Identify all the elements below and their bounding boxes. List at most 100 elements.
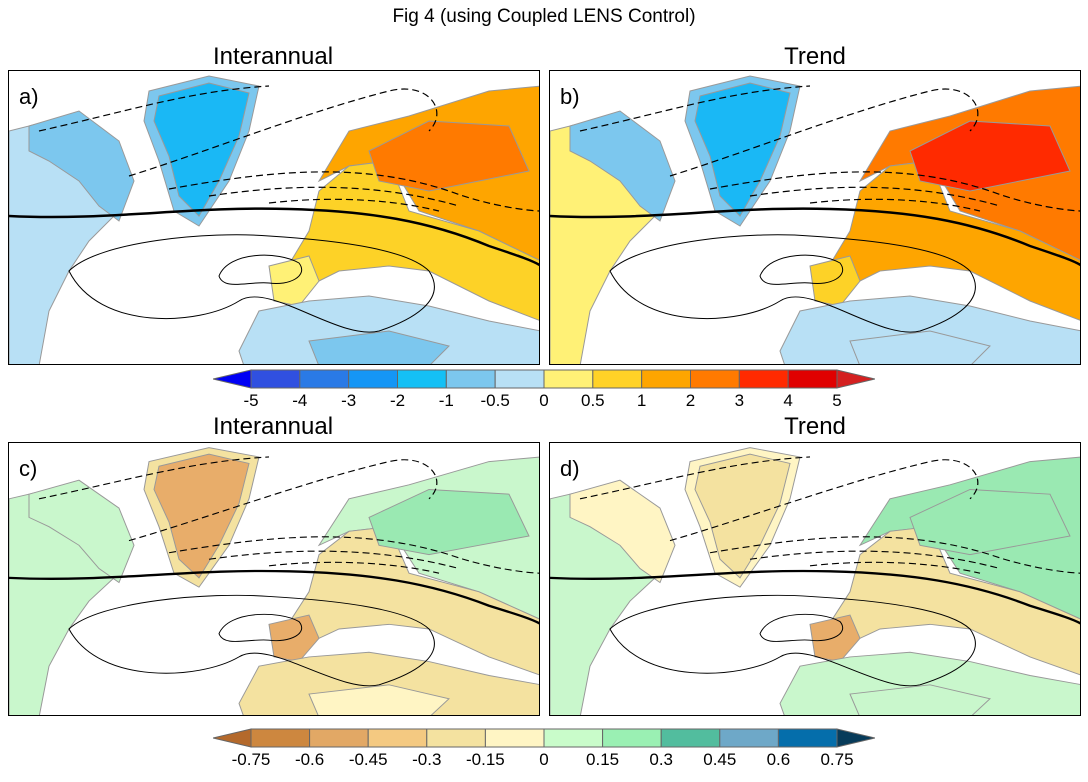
colorbar-box [397, 369, 447, 389]
colorbar-tick-label: -4 [292, 391, 308, 410]
zero-contour [550, 207, 1080, 267]
land-greenland [694, 82, 791, 217]
zero-contour [550, 569, 1080, 625]
colorbar-triangle-low [212, 728, 252, 748]
land-iberia [809, 614, 861, 663]
colorbar-box [367, 728, 428, 748]
positive-contour [218, 254, 302, 285]
colorbar-box [602, 728, 662, 748]
map-content [550, 447, 1080, 715]
negative-contour [128, 459, 438, 542]
colorbar-box [543, 728, 604, 748]
land-europe [278, 526, 539, 676]
land-russia-core [368, 120, 530, 192]
negative-contour [268, 198, 440, 212]
colorbar-tick-label: -0.5 [480, 391, 510, 410]
colorbar-tick-label: 1 [636, 391, 647, 410]
land-africa-south [308, 684, 450, 715]
negative-contour [709, 171, 1080, 212]
colorbar-box [690, 369, 740, 389]
colorbar-box [484, 728, 545, 748]
colorbar-box [494, 369, 545, 389]
land-greenland [153, 82, 250, 217]
negative-contour [268, 561, 440, 574]
land-canada [28, 110, 135, 222]
land-iberia [268, 255, 320, 307]
negative-contour [809, 561, 981, 574]
negative-contour [208, 186, 460, 207]
colorbar-box [777, 728, 838, 748]
positive-contour [759, 613, 843, 642]
map-content [550, 75, 1080, 364]
negative-contour [168, 536, 539, 574]
negative-contour [579, 456, 811, 500]
colorbar-tick-label: -2 [389, 391, 406, 410]
land-iberia [809, 255, 861, 307]
positive-contour [68, 234, 435, 333]
panel-d-title: Trend [784, 413, 846, 440]
land-russia-core [909, 120, 1071, 192]
colorbar-tick-label: -3 [341, 391, 357, 410]
land-europe [278, 160, 539, 321]
land-europe [819, 526, 1080, 676]
colorbar-box [250, 728, 311, 748]
colorbar-box [445, 369, 496, 389]
colorbar-tick-label: 3 [734, 391, 745, 410]
negative-contour [168, 171, 539, 212]
colorbar-tick-label: 0.3 [649, 750, 674, 769]
negative-contour [749, 186, 1001, 207]
colorbar-tick-label: -0.6 [294, 750, 325, 769]
colorbar-top: -5 -4 -3 -2 -1 -0.5 0 0.5 1 2 3 4 5 [212, 369, 876, 413]
positive-contour [759, 254, 843, 285]
colorbar-tick-label: -1 [438, 391, 454, 410]
panel-label: c) [19, 456, 38, 481]
colorbar-box [250, 369, 301, 389]
colorbar-box [299, 369, 350, 389]
land-europe [819, 160, 1080, 321]
colorbar-tick-label: 0 [539, 391, 549, 410]
map-panel-a: a) [8, 70, 540, 365]
negative-contour [38, 456, 270, 500]
colorbar-tick-label: -0.3 [412, 750, 442, 769]
map-panel-c: c) [8, 442, 540, 716]
colorbar-tick-label: 5 [832, 391, 842, 410]
figure-title: Fig 4 (using Coupled LENS Control) [392, 6, 696, 27]
colorbar-tick-label: 0 [539, 750, 549, 769]
land-canada [569, 479, 676, 584]
colorbar-box [719, 728, 779, 748]
colorbar-tick-label: 0.15 [586, 750, 620, 769]
colorbar-box [738, 369, 789, 389]
negative-contour [749, 550, 1001, 570]
colorbar-box [660, 728, 721, 748]
positive-contour [68, 594, 435, 687]
land-canada [569, 110, 676, 222]
colorbar-tick-label: 2 [685, 391, 696, 410]
zero-contour [9, 207, 539, 267]
map-content [9, 75, 539, 364]
map-panel-b: b) [549, 70, 1081, 365]
positive-contour [609, 594, 976, 687]
colorbar-box [592, 369, 643, 389]
colorbar-box [309, 728, 369, 748]
negative-contour [579, 85, 811, 132]
colorbar-box [641, 369, 691, 389]
panel-b-title: Trend [784, 43, 846, 70]
positive-contour [218, 613, 302, 642]
colorbar-tick-label: 0.5 [581, 391, 605, 410]
colorbar-tick-label: 0.45 [703, 750, 737, 769]
land-russia-core [368, 489, 530, 556]
colorbar-tick-label: 4 [783, 391, 793, 410]
colorbar-box [426, 728, 486, 748]
colorbar-tick-label: -0.15 [466, 750, 505, 769]
colorbar-tick-label: 0.6 [766, 750, 791, 769]
positive-contour [609, 234, 976, 333]
zero-contour [9, 569, 539, 625]
colorbar-box [787, 369, 838, 389]
map-panel-d: d) [549, 442, 1081, 716]
land-russia-core [909, 489, 1071, 556]
colorbar-triangle-high [836, 728, 876, 748]
negative-contour [809, 198, 981, 212]
map-content [9, 447, 539, 715]
colorbar-tick-label: 0.75 [820, 750, 854, 769]
